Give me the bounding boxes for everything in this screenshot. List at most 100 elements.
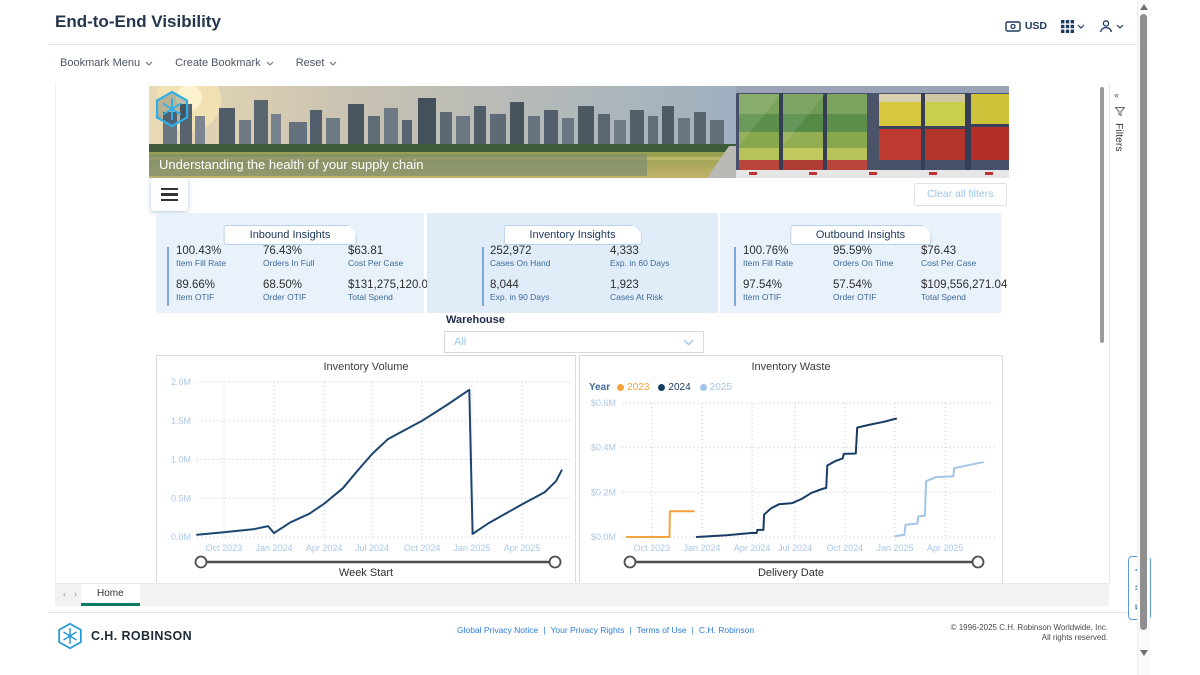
filters-panel-label[interactable]: Filters (1113, 123, 1125, 152)
metric-value: $109,556,271.04 (921, 279, 1008, 291)
tab-home[interactable]: Home (81, 584, 140, 606)
report-scrollbar-thumb[interactable] (1100, 87, 1104, 343)
metric-label: Exp. in 60 Days (610, 258, 670, 268)
metric: 95.59% Orders On Time (833, 245, 921, 268)
card-title: Outbound Insights (789, 225, 932, 245)
metric: 100.76% Item Fill Rate (743, 245, 833, 268)
toolbar-menu-label: Reset (295, 57, 325, 69)
copyright-line2: All rights reserved. (1041, 633, 1108, 642)
banner-caption: Understanding the health of your supply … (149, 154, 647, 176)
range-slider-handle[interactable] (623, 555, 637, 569)
person-icon (1099, 20, 1113, 33)
chevron-down-icon (330, 61, 337, 66)
accent-bar (482, 247, 484, 306)
y-tick-label: 0.5M (171, 493, 191, 503)
legend-title: Year (589, 382, 611, 393)
window-scrollbar[interactable] (1137, 0, 1150, 675)
range-slider-handle[interactable] (194, 555, 208, 569)
metric-value: 89.66% (176, 279, 216, 291)
copyright: © 1996-2025 C.H. Robinson Worldwide, Inc… (951, 623, 1108, 643)
legend-item[interactable]: 2025 (699, 382, 732, 393)
series-line-2024 (695, 417, 898, 538)
inventory-waste-chart: Inventory Waste Year 2023 2024 (579, 355, 1003, 585)
chart-title: Inventory Volume (323, 361, 409, 373)
link-separator: | (543, 625, 546, 635)
x-tick-label: Jan 2025 (876, 543, 913, 553)
legend-label: 2025 (709, 382, 732, 393)
series-line-inventory-volume (196, 388, 563, 536)
metric-label: Exp. in 90 Days (490, 292, 550, 302)
header-divider (48, 44, 1142, 45)
x-tick-label: Apr 2024 (306, 543, 343, 553)
currency-selector[interactable]: USD (1005, 20, 1047, 32)
y-tick-label: $0.0M (591, 532, 616, 542)
warehouse-dropdown[interactable]: All (444, 331, 704, 353)
metric-label: Cases On Hand (490, 258, 551, 268)
footer-brand: C.H. ROBINSON (57, 622, 192, 650)
x-tick-label: Apr 2025 (504, 543, 541, 553)
metric-value: 100.43% (176, 245, 222, 257)
series-line-2025 (894, 461, 984, 538)
metric: 57.54% Order OTIF (833, 279, 921, 302)
chrobinson-logo-icon (155, 90, 189, 128)
inventory-volume-plot: 2.0M 1.5M 1.0M 0.5M 0.0M Oct 2023 Jan 2024 Apr … (171, 377, 571, 569)
toolbar-menu-button[interactable]: Bookmark Menu (60, 57, 153, 69)
x-tick-label: Apr 2024 (734, 543, 771, 553)
inventory-volume-chart: Inventory Volume 2.0M 1.5M 1.0M 0.5M 0.0M Oct… (156, 355, 576, 585)
x-tick-label: Jul 2024 (778, 543, 812, 553)
footer-link[interactable]: Terms of Use | (637, 625, 694, 635)
metric-label: Order OTIF (263, 292, 307, 302)
footer-link[interactable]: Your Privacy Rights | (550, 625, 631, 635)
range-slider-handle[interactable] (548, 555, 562, 569)
expand-filters-icon[interactable]: « (1114, 90, 1120, 100)
apps-menu-button[interactable] (1061, 19, 1085, 33)
metric-value: 57.54% (833, 279, 873, 291)
footer-link[interactable]: C.H. Robinson | (699, 625, 754, 635)
legend-item[interactable]: 2023 (617, 382, 649, 393)
x-tick-label: Apr 2025 (927, 543, 964, 553)
legend-label: 2024 (668, 382, 691, 393)
banner-image: Understanding the health of your supply … (149, 86, 1009, 178)
toolbar-menu-button[interactable]: Reset (296, 57, 338, 69)
clear-all-filters-button[interactable]: Clear all filters (914, 183, 1007, 206)
metric-label: Item OTIF (176, 292, 215, 302)
metric-value: 95.59% (833, 245, 873, 257)
metric: 4,333 Exp. in 60 Days (610, 245, 670, 268)
range-slider-handle[interactable] (971, 555, 985, 569)
footer-link-label: C.H. Robinson (698, 625, 755, 635)
metric-value: 97.54% (743, 279, 783, 291)
next-page-arrow[interactable]: › (74, 589, 77, 599)
account-menu-button[interactable] (1099, 19, 1124, 33)
warehouse-slicer-label: Warehouse (446, 314, 505, 326)
scroll-up-arrow-icon[interactable] (1140, 4, 1148, 10)
footer-divider (48, 612, 1152, 613)
metric-value: 1,923 (610, 279, 639, 291)
link-separator: | (629, 625, 632, 635)
legend-dot-icon (658, 384, 666, 391)
warehouse-dropdown-value: All (454, 336, 467, 348)
prev-page-arrow[interactable]: ‹ (63, 589, 66, 599)
metrics-grid: 100.76% Item Fill Rate 95.59% Orders On … (743, 245, 1007, 302)
chevron-down-icon (266, 61, 274, 66)
legend-items: 2023 2024 2025 (617, 382, 732, 393)
scroll-down-arrow-icon[interactable] (1140, 650, 1148, 656)
metric-label: Orders On Time (833, 258, 894, 268)
menu-button[interactable] (151, 178, 188, 211)
toolbar-menu-button[interactable]: Create Bookmark (175, 57, 274, 69)
legend-dot-icon (617, 384, 625, 391)
window-scrollbar-thumb[interactable] (1140, 14, 1147, 630)
y-tick-label: $0.4M (591, 443, 616, 453)
toolbar-menu-label: Bookmark Menu (60, 57, 141, 69)
y-tick-label: $0.6M (591, 398, 616, 408)
legend-item[interactable]: 2024 (658, 382, 691, 393)
metric-label: Cost Per Case (348, 258, 404, 268)
metric: 100.43% Item Fill Rate (176, 245, 263, 268)
metric-value: 76.43% (263, 245, 303, 257)
y-tick-label: 1.0M (171, 455, 191, 465)
chevron-down-icon (1116, 24, 1124, 29)
metric-label: Total Spend (348, 292, 393, 302)
footer-link[interactable]: Global Privacy Notice | (457, 625, 545, 635)
metric-label: Orders In Full (263, 258, 315, 268)
copyright-line1: © 1996-2025 C.H. Robinson Worldwide, Inc… (950, 623, 1108, 632)
filters-panel: « Filters (1109, 83, 1130, 583)
